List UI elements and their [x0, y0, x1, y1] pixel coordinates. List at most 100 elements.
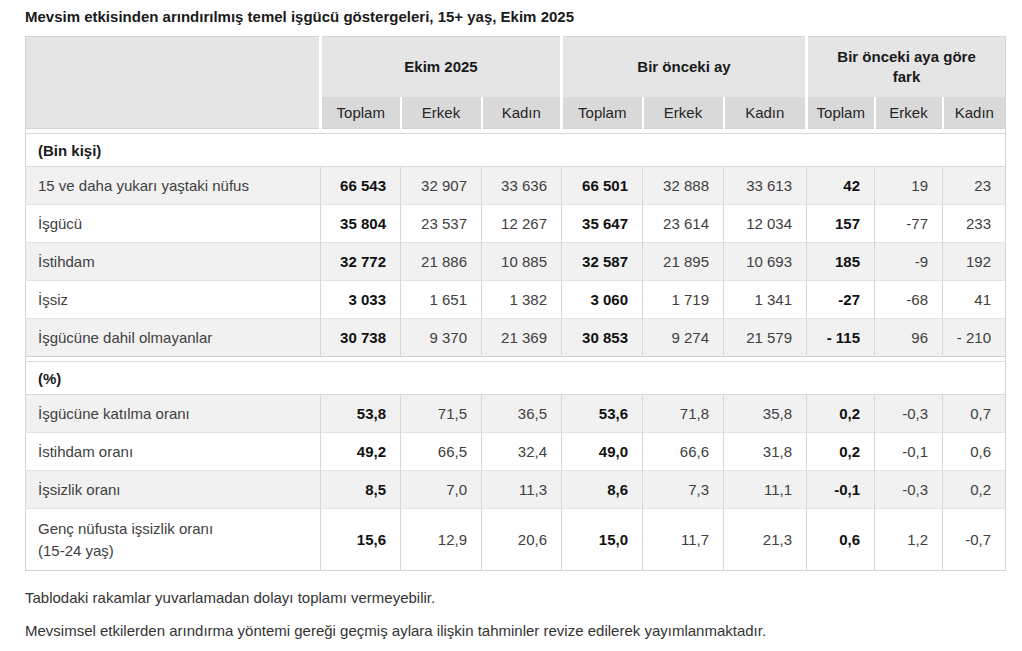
sub-header-erkek-1: Erkek: [401, 97, 482, 129]
footnote-revision: Mevsimsel etkilerden arındırma yöntemi g…: [25, 621, 1005, 640]
value-cell: 23: [943, 167, 1006, 205]
value-cell: 157: [807, 205, 875, 243]
value-cell: 15,6: [321, 509, 401, 571]
value-cell: 1 382: [482, 281, 562, 319]
value-cell: 0,2: [943, 471, 1006, 509]
value-cell: 233: [943, 205, 1006, 243]
value-cell: 23 614: [643, 205, 724, 243]
value-cell: 10 885: [482, 243, 562, 281]
sub-header-kadin-2: Kadın: [724, 97, 807, 129]
row-label: İstihdam: [26, 243, 321, 281]
value-cell: 3 060: [562, 281, 643, 319]
table-row: İstihdam oranı49,266,532,449,066,631,80,…: [26, 433, 1006, 471]
section-header-row: (Bin kişi): [26, 134, 1006, 167]
value-cell: 12 034: [724, 205, 807, 243]
sub-header-toplam-1: Toplam: [321, 97, 401, 129]
value-cell: 1 651: [401, 281, 482, 319]
value-cell: 0,2: [807, 433, 875, 471]
value-cell: 7,0: [401, 471, 482, 509]
value-cell: 32 888: [643, 167, 724, 205]
value-cell: -0,1: [875, 433, 943, 471]
labour-indicators-table: Ekim 2025 Bir önceki ay Bir önceki aya g…: [25, 36, 1006, 571]
value-cell: 36,5: [482, 395, 562, 433]
value-cell: 192: [943, 243, 1006, 281]
value-cell: 21 895: [643, 243, 724, 281]
value-cell: 32 772: [321, 243, 401, 281]
value-cell: -27: [807, 281, 875, 319]
row-label: Genç nüfusta işsizlik oranı (15-24 yaş): [26, 509, 321, 571]
table-row: İşgücüne dahil olmayanlar30 7389 37021 3…: [26, 319, 1006, 357]
section-title: (%): [26, 362, 1006, 395]
value-cell: -9: [875, 243, 943, 281]
value-cell: 185: [807, 243, 875, 281]
value-cell: 7,3: [643, 471, 724, 509]
row-label-header-cell: [26, 37, 321, 129]
value-cell: 30 738: [321, 319, 401, 357]
value-cell: 10 693: [724, 243, 807, 281]
table-row: 15 ve daha yukarı yaştaki nüfus66 54332 …: [26, 167, 1006, 205]
row-label: 15 ve daha yukarı yaştaki nüfus: [26, 167, 321, 205]
value-cell: 66 501: [562, 167, 643, 205]
value-cell: 53,6: [562, 395, 643, 433]
value-cell: -0,1: [807, 471, 875, 509]
value-cell: 15,0: [562, 509, 643, 571]
value-cell: 11,7: [643, 509, 724, 571]
row-label: İşgücüne dahil olmayanlar: [26, 319, 321, 357]
value-cell: 42: [807, 167, 875, 205]
value-cell: 0,7: [943, 395, 1006, 433]
value-cell: 0,2: [807, 395, 875, 433]
col-group-aya-gore-fark: Bir önceki aya göre fark: [807, 37, 1006, 97]
value-cell: -77: [875, 205, 943, 243]
value-cell: 71,5: [401, 395, 482, 433]
value-cell: 96: [875, 319, 943, 357]
value-cell: 32 907: [401, 167, 482, 205]
table-row: Genç nüfusta işsizlik oranı (15-24 yaş)1…: [26, 509, 1006, 571]
table-row: İşsizlik oranı8,57,011,38,67,311,1-0,1-0…: [26, 471, 1006, 509]
sub-header-erkek-3: Erkek: [875, 97, 943, 129]
sub-header-kadin-1: Kadın: [482, 97, 562, 129]
value-cell: -0,3: [875, 395, 943, 433]
section-header-row: (%): [26, 362, 1006, 395]
row-label: İşgücü: [26, 205, 321, 243]
col-group-onceki-ay: Bir önceki ay: [562, 37, 807, 97]
table-row: İşsiz3 0331 6511 3823 0601 7191 341-27-6…: [26, 281, 1006, 319]
value-cell: 66,5: [401, 433, 482, 471]
value-cell: 23 537: [401, 205, 482, 243]
footnote-rounding: Tablodaki rakamlar yuvarlamadan dolayı t…: [25, 588, 1005, 607]
value-cell: 1 719: [643, 281, 724, 319]
section-title: (Bin kişi): [26, 134, 1006, 167]
sub-header-toplam-2: Toplam: [562, 97, 643, 129]
value-cell: 33 636: [482, 167, 562, 205]
row-label: İstihdam oranı: [26, 433, 321, 471]
value-cell: 1 341: [724, 281, 807, 319]
table-row: İşgücüne katılma oranı53,871,536,553,671…: [26, 395, 1006, 433]
value-cell: 30 853: [562, 319, 643, 357]
value-cell: 8,5: [321, 471, 401, 509]
value-cell: 19: [875, 167, 943, 205]
value-cell: 9 274: [643, 319, 724, 357]
table-body: (Bin kişi)15 ve daha yukarı yaştaki nüfu…: [26, 129, 1006, 571]
value-cell: 3 033: [321, 281, 401, 319]
value-cell: 49,0: [562, 433, 643, 471]
value-cell: 21 579: [724, 319, 807, 357]
row-label: İşsiz: [26, 281, 321, 319]
value-cell: 33 613: [724, 167, 807, 205]
table-row: İstihdam32 77221 88610 88532 58721 89510…: [26, 243, 1006, 281]
value-cell: 11,3: [482, 471, 562, 509]
value-cell: 0,6: [943, 433, 1006, 471]
table-row: İşgücü35 80423 53712 26735 64723 61412 0…: [26, 205, 1006, 243]
value-cell: 21 886: [401, 243, 482, 281]
sub-header-toplam-3: Toplam: [807, 97, 875, 129]
value-cell: 31,8: [724, 433, 807, 471]
value-cell: -0,7: [943, 509, 1006, 571]
page-title: Mevsim etkisinden arındırılmış temel işg…: [25, 8, 1005, 26]
row-label: İşsizlik oranı: [26, 471, 321, 509]
value-cell: 32,4: [482, 433, 562, 471]
value-cell: 12 267: [482, 205, 562, 243]
value-cell: 20,6: [482, 509, 562, 571]
value-cell: 1,2: [875, 509, 943, 571]
sub-header-erkek-2: Erkek: [643, 97, 724, 129]
sub-header-kadin-3: Kadın: [943, 97, 1006, 129]
page: Mevsim etkisinden arındırılmış temel işg…: [0, 0, 1022, 640]
value-cell: - 210: [943, 319, 1006, 357]
